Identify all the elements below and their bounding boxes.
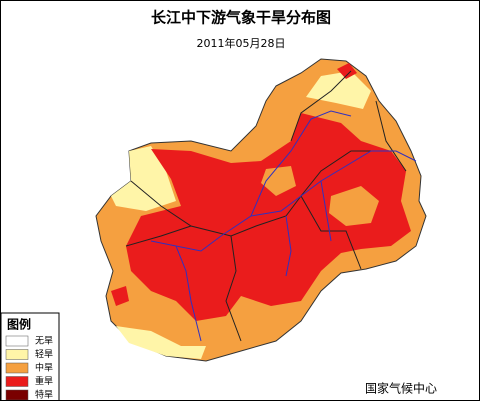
legend-swatch bbox=[5, 349, 29, 360]
map-date: 2011年05月28日 bbox=[197, 36, 286, 50]
legend-swatch bbox=[5, 335, 29, 347]
legend-title: 图例 bbox=[7, 317, 31, 332]
region-moderate-spot bbox=[261, 166, 296, 196]
region-moderate-spot bbox=[329, 186, 379, 226]
legend-label: 轻旱 bbox=[35, 348, 53, 360]
legend-swatch bbox=[5, 376, 29, 387]
region-light bbox=[116, 326, 206, 359]
drought-map bbox=[95, 58, 427, 362]
legend-swatch bbox=[5, 389, 29, 400]
legend-label: 重旱 bbox=[35, 375, 53, 387]
region-severe-spot bbox=[111, 286, 129, 306]
legend-swatch bbox=[5, 362, 29, 374]
legend-label: 无旱 bbox=[35, 336, 53, 347]
region-light bbox=[111, 146, 176, 211]
region-severe bbox=[126, 113, 411, 321]
map-title: 长江中下游气象干旱分布图 bbox=[151, 9, 331, 27]
source: 国家气候中心 bbox=[365, 381, 437, 396]
rivers bbox=[150, 110, 417, 342]
legend-label: 特旱 bbox=[35, 389, 53, 401]
legend-label: 中旱 bbox=[35, 362, 53, 374]
region-severe-spot bbox=[337, 63, 357, 79]
province-borders bbox=[125, 70, 407, 342]
region-light bbox=[306, 71, 371, 109]
